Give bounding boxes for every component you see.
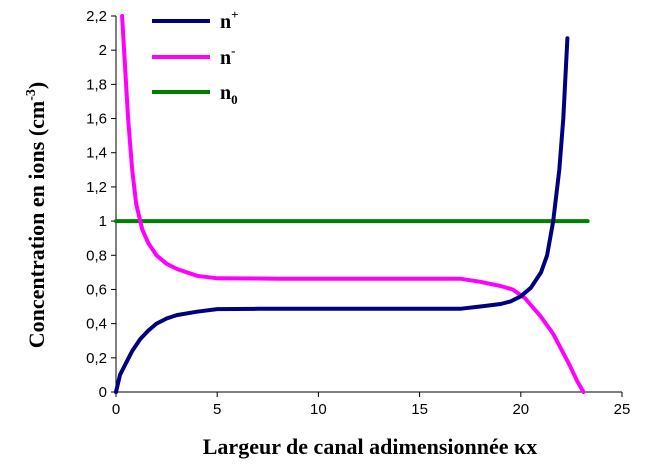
y-tick-label: 0,8: [86, 247, 107, 264]
legend-label-n-minus: n-: [220, 43, 235, 69]
x-tick-label: 5: [213, 401, 221, 418]
y-tick-label: 2: [99, 42, 107, 59]
y-tick-label: 1,6: [86, 111, 107, 128]
x-ticks: 0 5 10 15 20 25: [112, 392, 631, 418]
y-tick-label: 0,4: [86, 316, 107, 333]
series-line-n-minus: [120, 14, 586, 394]
legend: n+ n- n0: [152, 7, 239, 107]
legend-label-n-plus: n+: [220, 7, 239, 33]
legend-item-n-minus: n-: [152, 43, 235, 69]
y-axis-title: Concentration en ions (cm-3): [24, 82, 49, 348]
legend-item-n0: n0: [152, 82, 238, 107]
x-tick-label: 15: [411, 401, 428, 418]
x-tick-label: 0: [112, 401, 120, 418]
legend-item-n-plus: n+: [152, 7, 239, 33]
x-axis-title: Largeur de canal adimensionnée κx: [203, 434, 537, 459]
series-line-n-plus: [114, 36, 570, 394]
y-tick-label: 2,2: [86, 8, 107, 25]
x-tick-label: 10: [310, 401, 327, 418]
x-tick-label: 25: [614, 401, 631, 418]
legend-label-n0: n0: [220, 82, 238, 107]
y-tick-label: 0,6: [86, 281, 107, 298]
y-tick-label: 0,2: [86, 350, 107, 367]
y-tick-label: 1: [99, 213, 107, 230]
y-ticks: 0 0,2 0,4 0,6 0,8 1 1,2 1,4 1,6 1,8 2 2,2: [86, 8, 116, 401]
x-tick-label: 20: [512, 401, 529, 418]
y-tick-label: 1,4: [86, 145, 107, 162]
series-layer: [114, 14, 590, 394]
y-tick-label: 1,2: [86, 179, 107, 196]
y-tick-label: 0: [99, 384, 107, 401]
y-tick-label: 1,8: [86, 76, 107, 93]
